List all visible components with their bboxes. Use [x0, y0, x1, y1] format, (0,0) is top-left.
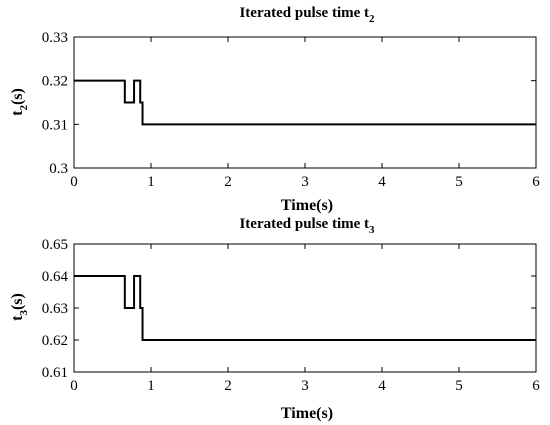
x-tick-label: 2	[224, 378, 232, 394]
x-tick-label: 5	[455, 174, 463, 190]
y-tick-label: 0.64	[42, 269, 69, 285]
y-tick-label: 0.33	[42, 30, 68, 46]
subplot-1: Iterated pulse time t2 0 1 2 3 4 5 6 0.3 0.31 0.3…	[9, 5, 540, 214]
x-tick-label: 3	[301, 174, 309, 190]
x-tick-label: 5	[455, 378, 463, 394]
y-tick-label: 0.32	[42, 74, 68, 90]
chart-title: Iterated pulse time t3	[239, 216, 375, 236]
chart-title-subscript: 3	[369, 224, 375, 236]
x-tick-label: 1	[147, 378, 155, 394]
plot-area: 0 1 2 3 4 5 6 0.3 0.31 0.32 0.33	[42, 30, 541, 190]
y-tick-label: 0.62	[42, 333, 68, 349]
y-axis-label: t3(s)	[9, 293, 30, 321]
y-tick-label: 0.3	[49, 161, 68, 177]
y-tick-label: 0.61	[42, 365, 68, 381]
y-tick-label: 0.65	[42, 237, 68, 253]
x-axis-label: Time(s)	[281, 197, 333, 214]
x-tick-label: 6	[532, 174, 540, 190]
chart-title: Iterated pulse time t2	[239, 5, 375, 25]
y-axis-label: t2(s)	[9, 88, 30, 116]
plot-area: 0 1 2 3 4 5 6 0.61 0.62 0.63 0.64 0.65	[42, 237, 541, 394]
series-line	[74, 275, 536, 341]
x-tick-label: 3	[301, 378, 309, 394]
chart-title-subscript: 2	[369, 13, 375, 25]
y-tick-label: 0.31	[42, 117, 68, 133]
x-tick-label: 1	[147, 174, 155, 190]
y-tick-label: 0.63	[42, 301, 68, 317]
x-tick-label: 4	[378, 174, 386, 190]
y-axis-label-subscript: 2	[18, 105, 30, 111]
x-tick-label: 4	[378, 378, 386, 394]
x-tick-label: 0	[70, 174, 78, 190]
series-line	[74, 79, 536, 126]
x-tick-label: 2	[224, 174, 232, 190]
x-tick-label: 0	[70, 378, 78, 394]
x-axis-label: Time(s)	[281, 405, 333, 422]
x-tick-label: 6	[532, 378, 540, 394]
subplot-2: Iterated pulse time t3 0 1 2 3 4 5 6 0.61 0.62 0.…	[9, 216, 540, 422]
y-axis-label-subscript: 3	[18, 310, 30, 316]
